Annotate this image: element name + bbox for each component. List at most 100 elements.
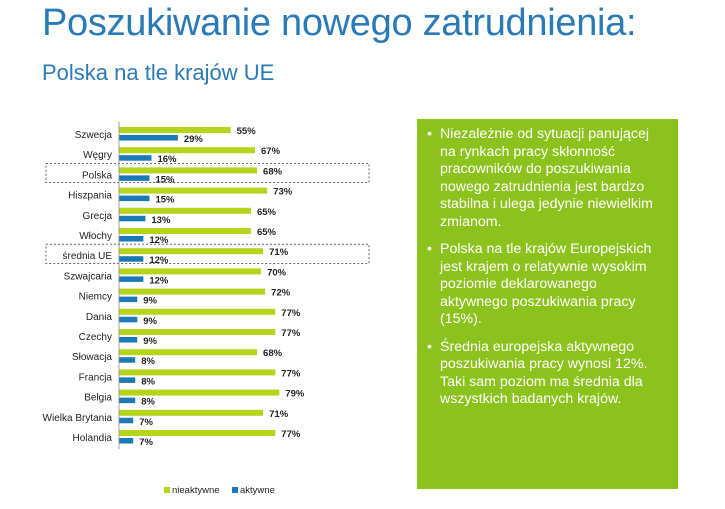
bar-nieaktywne-belgia — [119, 389, 280, 396]
bar-chart: Szwecja 55% 29% Węgry 67% 16% Polska 68% 15% Hisz… — [43, 122, 370, 496]
category-label-włochy: Włochy — [79, 231, 112, 242]
bar-nieaktywne-słowacja — [119, 349, 258, 356]
bar-aktywne-szwajcaria — [119, 276, 144, 282]
legend-swatch-nieaktywne — [164, 487, 170, 493]
summary-panel: • Niezależnie od sytuacji panującej na ry… — [417, 119, 678, 489]
category-label-hiszpania: Hiszpania — [68, 191, 112, 202]
value-label-nieaktywne-francja: 77% — [281, 368, 301, 379]
value-label-nieaktywne-słowacja: 68% — [263, 348, 283, 359]
category-label-belgia: Belgia — [84, 393, 112, 404]
category-label-średnia-ue: średnia UE — [63, 251, 113, 262]
value-label-aktywne-szwajcaria: 12% — [149, 275, 169, 286]
bar-nieaktywne-włochy — [119, 228, 251, 234]
legend-label-aktywne: aktywne — [240, 485, 275, 496]
value-label-nieaktywne-czechy: 77% — [281, 328, 301, 339]
value-label-aktywne-szwecja: 29% — [184, 134, 204, 145]
highlight-box-średnia-ue — [45, 243, 370, 264]
category-label-grecja: Grecja — [83, 211, 113, 222]
value-label-aktywne-włochy: 12% — [149, 235, 169, 246]
summary-list: • Niezależnie od sytuacji panującej na ry… — [427, 126, 668, 409]
value-label-aktywne-słowacja: 8% — [141, 356, 155, 367]
value-label-nieaktywne-hiszpania: 73% — [273, 187, 293, 198]
category-label-wielka-brytania: Wielka Brytania — [43, 413, 113, 424]
value-label-aktywne-węgry: 16% — [157, 154, 177, 165]
bar-aktywne-niemcy — [119, 296, 138, 303]
legend-swatch-aktywne — [232, 487, 238, 493]
value-label-nieaktywne-dania: 77% — [281, 308, 301, 319]
value-label-aktywne-hiszpania: 15% — [155, 195, 175, 206]
bar-nieaktywne-niemcy — [119, 288, 266, 295]
bar-aktywne-szwecja — [119, 135, 178, 141]
value-label-aktywne-grecja: 13% — [151, 215, 171, 226]
highlight-box-polska — [45, 162, 370, 184]
category-label-słowacja: Słowacja — [72, 352, 112, 363]
value-label-nieaktywne-węgry: 67% — [261, 146, 281, 157]
summary-text-3: Średnia europejska aktywnego poszukiwani… — [440, 338, 648, 408]
value-label-aktywne-belgia: 8% — [141, 397, 155, 408]
value-label-nieaktywne-polska: 68% — [263, 166, 283, 177]
value-label-nieaktywne-holandia: 77% — [281, 429, 301, 440]
bar-aktywne-wielka-brytania — [119, 417, 134, 424]
bullet-marker: • — [427, 241, 432, 257]
page-title: Poszukiwanie nowego zatrudnienia: — [42, 2, 637, 44]
category-label-dania: Dania — [86, 312, 113, 323]
value-label-nieaktywne-średnia-ue: 71% — [269, 247, 289, 258]
bar-aktywne-dania — [119, 316, 138, 323]
value-label-aktywne-francja: 8% — [141, 376, 155, 387]
bar-aktywne-hiszpania — [119, 195, 150, 202]
bar-aktywne-belgia — [119, 397, 136, 404]
summary-text-1: Niezależnie od sytuacji panującej na ryn… — [440, 126, 653, 230]
bar-aktywne-słowacja — [119, 357, 136, 363]
bar-nieaktywne-hiszpania — [119, 187, 268, 194]
category-label-francja: Francja — [79, 372, 113, 383]
bar-nieaktywne-wielka-brytania — [119, 409, 264, 416]
category-label-holandia: Holandia — [73, 433, 113, 444]
bar-aktywne-średnia-ue — [119, 256, 144, 262]
value-label-aktywne-holandia: 7% — [139, 437, 153, 448]
bar-nieaktywne-polska — [119, 167, 258, 174]
value-label-nieaktywne-szwecja: 55% — [237, 126, 257, 137]
category-label-węgry: Węgry — [83, 150, 112, 161]
bar-nieaktywne-szwecja — [119, 127, 231, 133]
category-label-szwajcaria: Szwajcaria — [64, 271, 113, 282]
value-label-nieaktywne-szwajcaria: 70% — [267, 267, 287, 278]
value-label-aktywne-wielka-brytania: 7% — [139, 417, 153, 428]
category-label-czechy: Czechy — [79, 332, 112, 343]
bar-nieaktywne-dania — [119, 308, 276, 315]
bar-aktywne-grecja — [119, 215, 146, 222]
page-subtitle: Polska na tle krajów UE — [42, 60, 275, 85]
bar-nieaktywne-czechy — [119, 329, 276, 335]
value-label-nieaktywne-wielka-brytania: 71% — [269, 409, 289, 420]
category-label-polska: Polska — [82, 170, 112, 181]
bar-aktywne-węgry — [119, 155, 152, 161]
summary-bullet-2: • Polska na tle krajów Europejskich jest … — [427, 241, 668, 329]
legend-label-nieaktywne: nieaktywne — [172, 485, 220, 496]
bullet-marker: • — [427, 338, 432, 355]
value-label-aktywne-dania: 9% — [143, 316, 157, 327]
category-label-szwecja: Szwecja — [75, 130, 113, 141]
value-label-nieaktywne-włochy: 65% — [257, 227, 277, 238]
bar-nieaktywne-grecja — [119, 207, 251, 214]
bar-nieaktywne-francja — [119, 369, 276, 376]
bar-nieaktywne-węgry — [119, 147, 256, 154]
value-label-nieaktywne-belgia: 79% — [285, 389, 305, 400]
bar-nieaktywne-holandia — [119, 430, 276, 436]
summary-bullet-1: • Niezależnie od sytuacji panującej na ry… — [427, 126, 668, 231]
bar-aktywne-włochy — [119, 236, 144, 242]
bar-nieaktywne-szwajcaria — [119, 268, 262, 275]
value-label-aktywne-niemcy: 9% — [143, 296, 157, 307]
value-label-aktywne-polska: 15% — [155, 174, 175, 185]
bar-aktywne-czechy — [119, 337, 138, 343]
bar-aktywne-francja — [119, 377, 136, 383]
bullet-marker: • — [427, 126, 432, 142]
category-label-niemcy: Niemcy — [79, 292, 112, 303]
value-label-aktywne-średnia-ue: 12% — [149, 255, 169, 266]
summary-bullet-3: • Średnia europejska aktywnego poszukiwan… — [427, 339, 668, 409]
summary-text-2: Polska na tle krajów Europejskich jest k… — [440, 241, 652, 327]
value-label-nieaktywne-niemcy: 72% — [271, 288, 291, 299]
bar-nieaktywne-średnia-ue — [119, 248, 264, 255]
bar-aktywne-polska — [119, 175, 150, 181]
bar-aktywne-holandia — [119, 438, 134, 444]
value-label-aktywne-czechy: 9% — [143, 336, 157, 347]
value-label-nieaktywne-grecja: 65% — [257, 207, 277, 218]
